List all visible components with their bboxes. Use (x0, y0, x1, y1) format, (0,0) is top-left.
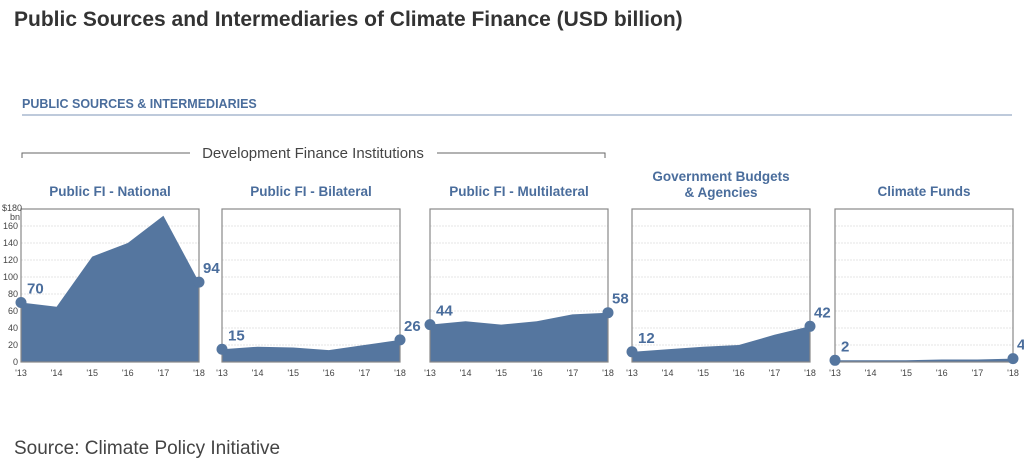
end-value-label: 94 (203, 260, 220, 277)
start-value-label: 2 (841, 338, 849, 355)
y-tick-label: 100 (3, 272, 18, 282)
bracket-right (437, 152, 606, 158)
x-tick-label: '14 (865, 368, 877, 378)
x-tick-label: '16 (936, 368, 948, 378)
group-label: Development Finance Institutions (202, 145, 424, 162)
group-bracket: Development Finance Institutions (21, 145, 606, 162)
x-tick-label: '15 (495, 368, 507, 378)
area-series (430, 312, 608, 362)
panel-title: Public FI - Multilateral (449, 184, 589, 199)
x-tick-label: '17 (769, 368, 781, 378)
x-tick-label: '17 (158, 368, 170, 378)
x-tick-label: '18 (804, 368, 816, 378)
end-value-label: 42 (814, 304, 831, 321)
y-tick-label: 160 (3, 221, 18, 231)
panel-title: Public FI - Bilateral (250, 184, 372, 199)
start-value-label: 70 (27, 281, 44, 298)
end-value-label: 58 (612, 291, 629, 308)
x-tick-label: '15 (86, 368, 98, 378)
area-series (21, 215, 199, 362)
panels: Public FI - National 70 94 '13 '14 '15 '16 '17 '… (3, 169, 1024, 378)
panel-title: Government Budgets (652, 169, 789, 184)
x-tick-label: '18 (602, 368, 614, 378)
panel-title: Climate Funds (877, 184, 970, 199)
plot-frame (429, 208, 609, 363)
x-tick-label: '13 (216, 368, 228, 378)
x-tick-label: '15 (900, 368, 912, 378)
y-tick-label: 80 (8, 289, 18, 299)
x-tick-label: '17 (359, 368, 371, 378)
x-tick-label: '18 (394, 368, 406, 378)
start-value-label: 44 (436, 303, 453, 320)
y-tick-label: 120 (3, 255, 18, 265)
y-tick-label: 140 (3, 238, 18, 248)
x-tick-label: '16 (323, 368, 335, 378)
x-tick-label: '13 (15, 368, 27, 378)
x-tick-label: '13 (626, 368, 638, 378)
panel-title: Public FI - National (49, 184, 171, 199)
x-tick-label: '13 (829, 368, 841, 378)
start-marker (424, 319, 436, 331)
start-marker (829, 354, 841, 366)
end-marker (602, 307, 614, 319)
x-tick-label: '16 (122, 368, 134, 378)
end-value-label: 4 (1017, 337, 1024, 354)
y-tick-label: 40 (8, 323, 18, 333)
section-label: PUBLIC SOURCES & INTERMEDIARIES (22, 97, 257, 111)
chart-title: Public Sources and Intermediaries of Cli… (14, 8, 683, 31)
start-marker (216, 343, 228, 355)
end-marker (193, 276, 205, 288)
x-tick-label: '14 (460, 368, 472, 378)
x-tick-label: '14 (252, 368, 264, 378)
x-tick-label: '14 (51, 368, 63, 378)
x-tick-label: '13 (424, 368, 436, 378)
x-tick-label: '18 (193, 368, 205, 378)
end-value-label: 26 (404, 318, 421, 335)
end-marker (804, 320, 816, 332)
x-tick-label: '18 (1007, 368, 1019, 378)
panel-2: Public FI - Multilateral 44 58 '13 '14 '15 '16… (424, 184, 629, 378)
x-tick-label: '14 (662, 368, 674, 378)
end-marker (1007, 353, 1019, 365)
y-tick-label: 0 (13, 357, 18, 367)
x-tick-label: '16 (531, 368, 543, 378)
start-value-label: 12 (638, 330, 655, 347)
y-axis-top-label: $180 (2, 203, 22, 213)
start-value-label: 15 (228, 327, 245, 344)
panel-0: Public FI - National 70 94 '13 '14 '15 '16 '17 '… (3, 184, 220, 378)
area-series (835, 358, 1013, 362)
x-tick-label: '17 (567, 368, 579, 378)
panel-3: Government Budgets& Agencies 12 42 '13 '14 '1… (626, 169, 831, 378)
area-series (632, 326, 810, 362)
start-marker (15, 297, 27, 308)
x-tick-label: '17 (972, 368, 984, 378)
plot-frame (631, 208, 811, 363)
x-tick-label: '15 (287, 368, 299, 378)
start-marker (626, 346, 638, 358)
source-note: Source: Climate Policy Initiative (14, 438, 280, 459)
x-tick-label: '16 (733, 368, 745, 378)
panel-4: Climate Funds 2 4 '13 '14 '15 '16 '17 '18 (829, 184, 1024, 378)
y-tick-label: 20 (8, 340, 18, 350)
area-series (222, 339, 400, 362)
y-axis-unit-label: bn (10, 212, 20, 222)
bracket-left (21, 152, 190, 158)
panel-title: & Agencies (684, 185, 757, 200)
plot-frame (221, 208, 401, 363)
plot-frame (834, 208, 1014, 363)
x-tick-label: '15 (697, 368, 709, 378)
y-tick-label: 60 (8, 306, 18, 316)
panel-1: Public FI - Bilateral 15 26 '13 '14 '15 '16 '17… (216, 184, 421, 378)
end-marker (394, 334, 406, 346)
